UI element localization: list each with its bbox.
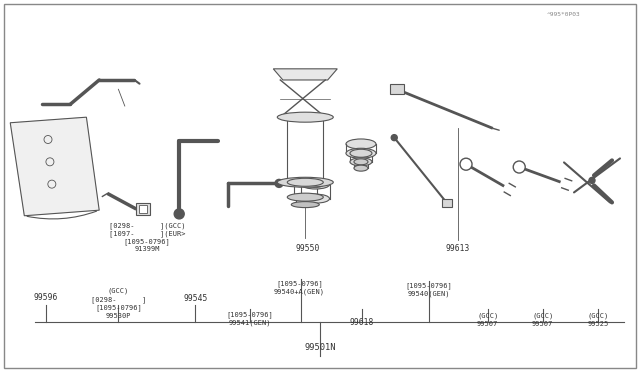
Ellipse shape: [350, 158, 372, 166]
Text: [1095-0796]: [1095-0796]: [405, 282, 452, 289]
Text: [1095-0796]: [1095-0796]: [124, 238, 171, 245]
Text: (GCC): (GCC): [532, 312, 554, 319]
Ellipse shape: [291, 202, 319, 208]
Polygon shape: [273, 69, 337, 80]
Text: 99596: 99596: [34, 293, 58, 302]
Text: 99618: 99618: [349, 318, 374, 327]
Bar: [442, 199, 452, 207]
Ellipse shape: [354, 159, 368, 165]
Text: [1095-0796]: [1095-0796]: [276, 280, 323, 288]
Circle shape: [174, 209, 184, 219]
Text: 99545: 99545: [183, 294, 207, 303]
Circle shape: [275, 179, 283, 187]
Text: 99540+A(GEN): 99540+A(GEN): [274, 289, 325, 295]
Text: 91399M: 91399M: [134, 246, 160, 252]
Circle shape: [391, 135, 397, 141]
Text: [0298-      ](GCC): [0298- ](GCC): [109, 222, 186, 229]
Text: [1095-0796]: [1095-0796]: [226, 311, 273, 318]
Text: [0298-      ]: [0298- ]: [91, 296, 146, 302]
Text: (GCC): (GCC): [477, 312, 499, 319]
Text: 99530P: 99530P: [106, 313, 131, 319]
Text: (GCC): (GCC): [108, 288, 129, 294]
Ellipse shape: [354, 165, 368, 171]
Polygon shape: [10, 117, 99, 216]
Ellipse shape: [350, 149, 372, 157]
Text: (GCC): (GCC): [588, 312, 609, 319]
Text: 99541(GEN): 99541(GEN): [228, 320, 271, 326]
Ellipse shape: [287, 178, 323, 186]
Bar: [136, 203, 150, 215]
Ellipse shape: [307, 182, 323, 187]
Text: 99507: 99507: [532, 321, 554, 327]
Text: 99540(GEN): 99540(GEN): [408, 291, 450, 297]
Text: 99501N: 99501N: [304, 343, 336, 352]
Text: 99507: 99507: [477, 321, 499, 327]
Text: ^995*0P03: ^995*0P03: [547, 12, 580, 17]
Ellipse shape: [277, 177, 333, 187]
Text: 99613: 99613: [445, 244, 470, 253]
Ellipse shape: [287, 193, 323, 201]
Text: [1097-      ](EUR>: [1097- ](EUR>: [109, 230, 186, 237]
Bar: [140, 205, 147, 213]
Circle shape: [589, 177, 595, 183]
Ellipse shape: [277, 112, 333, 122]
Ellipse shape: [346, 148, 376, 158]
Ellipse shape: [346, 139, 376, 149]
Ellipse shape: [301, 194, 330, 203]
Text: 99550: 99550: [295, 244, 319, 253]
Ellipse shape: [301, 180, 330, 189]
Text: [1095-0796]: [1095-0796]: [95, 304, 142, 311]
Text: 99525: 99525: [588, 321, 609, 327]
Bar: [390, 84, 404, 94]
